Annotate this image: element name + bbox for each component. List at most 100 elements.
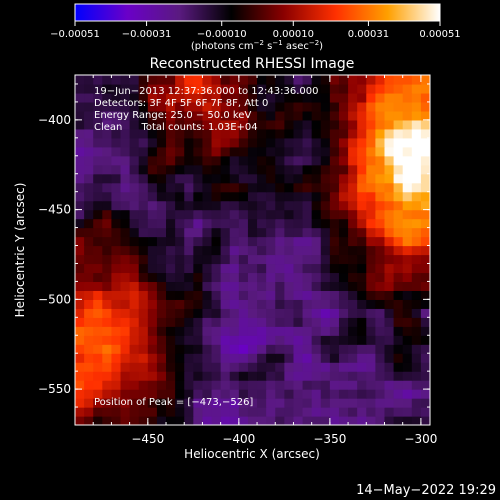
heatmap-cell — [411, 155, 422, 166]
heatmap-cell — [284, 110, 295, 121]
heatmap-cell — [275, 182, 285, 193]
heatmap-cell — [357, 200, 367, 211]
heatmap-cell — [75, 227, 85, 238]
heatmap-cell — [238, 236, 249, 247]
heatmap-cell — [166, 272, 176, 283]
heatmap-cell — [75, 407, 85, 417]
heatmap-cell — [147, 173, 158, 184]
heatmap-cell — [220, 380, 231, 390]
heatmap-cell — [247, 308, 258, 318]
x-axis-label: Heliocentric X (arcsec) — [184, 447, 320, 461]
heatmap-cell — [366, 155, 376, 166]
heatmap-cell — [302, 254, 313, 265]
heatmap-cell — [247, 290, 258, 300]
heatmap-cell — [247, 164, 258, 175]
heatmap-cell — [220, 308, 231, 318]
heatmap-cell — [129, 281, 140, 291]
heatmap-cell — [111, 362, 122, 372]
heatmap-cell — [284, 245, 295, 256]
heatmap-cell — [293, 173, 304, 184]
heatmap-cell — [420, 380, 430, 390]
heatmap-cell — [311, 380, 322, 390]
heatmap-cell — [257, 83, 267, 94]
heatmap-cell — [420, 335, 430, 345]
heatmap-cell — [266, 326, 276, 336]
heatmap-cell — [147, 398, 158, 408]
heatmap-cell — [111, 407, 122, 417]
heatmap-cell — [84, 119, 94, 130]
heatmap-cell — [257, 299, 267, 309]
heatmap-cell — [375, 389, 386, 399]
heatmap-cell — [229, 407, 240, 417]
heatmap-cell — [329, 218, 340, 229]
heatmap-cell — [202, 317, 213, 327]
heatmap-cell — [284, 335, 295, 345]
heatmap-cell — [184, 182, 194, 193]
heatmap-cell — [402, 335, 413, 345]
heatmap-cell — [184, 281, 194, 291]
heatmap-cell — [284, 155, 295, 166]
heatmap-cell — [229, 227, 240, 238]
heatmap-cell — [111, 92, 122, 103]
heatmap-cell — [202, 155, 213, 166]
heatmap-cell — [138, 182, 149, 193]
heatmap-cell — [193, 92, 204, 103]
heatmap-cell — [84, 326, 94, 336]
heatmap-cell — [120, 335, 131, 345]
heatmap-cell — [202, 236, 213, 247]
heatmap-cell — [75, 128, 85, 139]
heatmap-cell — [402, 245, 413, 256]
heatmap-cell — [366, 317, 376, 327]
heatmap-cell — [238, 335, 249, 345]
heatmap-cell — [293, 344, 304, 354]
heatmap-cell — [357, 164, 367, 175]
heatmap-cell — [184, 128, 194, 139]
heatmap-cell — [238, 101, 249, 112]
heatmap-cell — [348, 290, 358, 300]
heatmap-cell — [375, 83, 386, 94]
heatmap-cell — [338, 254, 349, 265]
heatmap-cell — [175, 272, 185, 283]
heatmap-cell — [166, 416, 176, 425]
heatmap-cell — [111, 209, 122, 220]
heatmap-cell — [175, 218, 185, 229]
heatmap-cell — [257, 200, 267, 211]
heatmap-cell — [357, 254, 367, 265]
heatmap-cell — [393, 83, 404, 94]
heatmap-cell — [257, 308, 267, 318]
heatmap-cell — [184, 110, 194, 121]
heatmap-cell — [238, 407, 249, 417]
heatmap-cell — [84, 344, 94, 354]
y-tick-label: −400 — [38, 113, 71, 127]
heatmap-cell — [329, 227, 340, 238]
heatmap-cell — [84, 245, 94, 256]
heatmap-cell — [175, 92, 185, 103]
heatmap-cell — [257, 173, 267, 184]
heatmap-cell — [384, 362, 395, 372]
heatmap-cell — [220, 362, 231, 372]
heatmap-cell — [384, 101, 395, 112]
heatmap-cell — [329, 335, 340, 345]
heatmap-cell — [229, 272, 240, 283]
heatmap-cell — [393, 119, 404, 130]
heatmap-cell — [102, 398, 113, 408]
heatmap-cell — [120, 344, 131, 354]
heatmap-cell — [193, 380, 204, 390]
heatmap-cell — [211, 335, 222, 345]
heatmap-cell — [257, 101, 267, 112]
heatmap-cell — [357, 182, 367, 193]
heatmap-cell — [211, 254, 222, 265]
heatmap-cell — [147, 146, 158, 157]
heatmap-cell — [211, 200, 222, 211]
heatmap-cell — [357, 146, 367, 157]
heatmap-cell — [275, 110, 285, 121]
heatmap-cell — [402, 272, 413, 283]
heatmap-cell — [338, 272, 349, 283]
heatmap-cell — [229, 173, 240, 184]
heatmap-cell — [302, 317, 313, 327]
heatmap-cell — [266, 389, 276, 399]
heatmap-cell — [393, 146, 404, 157]
heatmap-cell — [266, 75, 276, 85]
heatmap-cell — [375, 191, 386, 202]
heatmap-cell — [402, 326, 413, 336]
